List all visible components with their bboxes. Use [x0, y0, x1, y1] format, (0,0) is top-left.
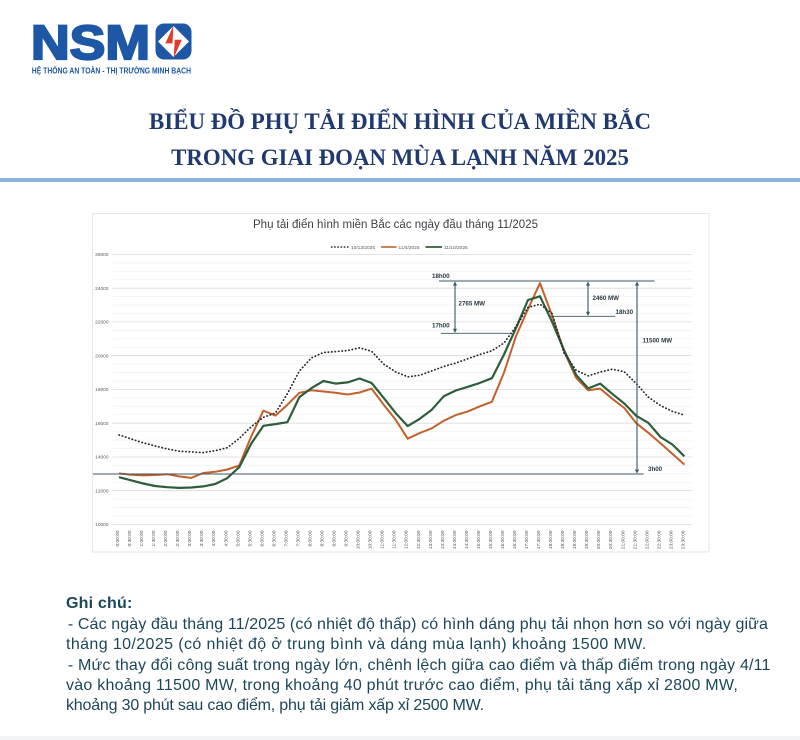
svg-text:21:00:00: 21:00:00	[620, 530, 626, 549]
svg-text:5:30:00: 5:30:00	[247, 530, 253, 546]
svg-text:NSM: NSM	[31, 17, 150, 70]
svg-text:10000: 10000	[95, 522, 109, 528]
svg-text:22:30:00: 22:30:00	[656, 530, 662, 549]
svg-text:18:00:00: 18:00:00	[548, 530, 554, 549]
svg-text:11500 MW: 11500 MW	[643, 338, 673, 345]
svg-text:15:00:00: 15:00:00	[476, 530, 482, 549]
svg-text:9:00:00: 9:00:00	[332, 530, 338, 546]
svg-text:14:00:00: 14:00:00	[452, 530, 458, 549]
svg-text:6:30:00: 6:30:00	[271, 530, 277, 546]
svg-text:5:00:00: 5:00:00	[235, 530, 241, 546]
svg-text:3:30:00: 3:30:00	[199, 530, 205, 546]
svg-text:17:30:00: 17:30:00	[536, 530, 542, 549]
svg-text:14:30:00: 14:30:00	[464, 530, 470, 549]
svg-text:HỆ THỐNG AN TOÀN - THỊ TRƯỜNG: HỆ THỐNG AN TOÀN - THỊ TRƯỜNG MINH BẠCH	[32, 66, 191, 76]
svg-text:26000: 26000	[95, 252, 109, 258]
svg-text:17:00:00: 17:00:00	[524, 530, 530, 549]
svg-text:12000: 12000	[95, 488, 109, 494]
svg-text:7:30:00: 7:30:00	[295, 530, 301, 546]
svg-text:18000: 18000	[95, 387, 109, 393]
svg-text:4:30:00: 4:30:00	[223, 530, 229, 546]
svg-text:16000: 16000	[95, 421, 109, 427]
svg-text:20:00:00: 20:00:00	[596, 530, 602, 549]
svg-text:10:30:00: 10:30:00	[368, 530, 374, 549]
svg-text:16:00:00: 16:00:00	[500, 530, 506, 549]
svg-text:16:30:00: 16:30:00	[512, 530, 518, 549]
svg-text:22000: 22000	[95, 320, 109, 326]
svg-text:10/13/2025: 10/13/2025	[351, 245, 375, 251]
svg-text:8:30:00: 8:30:00	[320, 530, 326, 546]
svg-text:8:00:00: 8:00:00	[308, 530, 314, 546]
svg-text:0:30:00: 0:30:00	[127, 530, 133, 546]
svg-text:23:00:00: 23:00:00	[668, 530, 674, 549]
svg-text:11/10/2025: 11/10/2025	[444, 245, 468, 251]
svg-text:0:00:00: 0:00:00	[115, 530, 121, 546]
svg-text:1:00:00: 1:00:00	[139, 530, 145, 546]
svg-text:6:00:00: 6:00:00	[259, 530, 265, 546]
svg-text:7:00:00: 7:00:00	[283, 530, 289, 546]
svg-text:4:00:00: 4:00:00	[211, 530, 217, 546]
svg-text:20000: 20000	[95, 353, 109, 359]
svg-text:2:30:00: 2:30:00	[175, 530, 181, 546]
svg-text:3:00:00: 3:00:00	[187, 530, 193, 546]
svg-text:13:30:00: 13:30:00	[440, 530, 446, 549]
svg-text:2:00:00: 2:00:00	[163, 530, 169, 546]
svg-text:12:30:00: 12:30:00	[416, 530, 422, 549]
svg-text:Phụ tải điển hình miền Bắc các: Phụ tải điển hình miền Bắc các ngày đầu …	[253, 216, 538, 231]
svg-text:15:30:00: 15:30:00	[488, 530, 494, 549]
svg-text:2765 MW: 2765 MW	[459, 300, 486, 307]
svg-text:1:30:00: 1:30:00	[151, 530, 157, 546]
svg-text:18h30: 18h30	[616, 309, 634, 316]
svg-text:21:30:00: 21:30:00	[632, 530, 638, 549]
svg-text:18h00: 18h00	[432, 273, 450, 280]
svg-text:12:00:00: 12:00:00	[404, 530, 410, 549]
svg-text:19:00:00: 19:00:00	[572, 530, 578, 549]
svg-text:11/4/2025: 11/4/2025	[399, 245, 420, 251]
svg-text:24000: 24000	[95, 286, 109, 292]
svg-text:20:30:00: 20:30:00	[608, 530, 614, 549]
svg-text:13:00:00: 13:00:00	[428, 530, 434, 549]
svg-text:11:30:00: 11:30:00	[392, 530, 398, 549]
svg-text:17h00: 17h00	[432, 323, 450, 330]
svg-text:19:30:00: 19:30:00	[584, 530, 590, 549]
svg-text:10:00:00: 10:00:00	[356, 530, 362, 549]
svg-text:14000: 14000	[95, 455, 109, 461]
svg-text:22:00:00: 22:00:00	[644, 530, 650, 549]
svg-text:2460 MW: 2460 MW	[593, 295, 620, 302]
svg-text:11:00:00: 11:00:00	[380, 530, 386, 549]
svg-text:18:30:00: 18:30:00	[560, 530, 566, 549]
svg-text:3h00: 3h00	[648, 466, 663, 473]
svg-text:23:30:00: 23:30:00	[680, 530, 686, 549]
svg-text:9:30:00: 9:30:00	[344, 530, 350, 546]
